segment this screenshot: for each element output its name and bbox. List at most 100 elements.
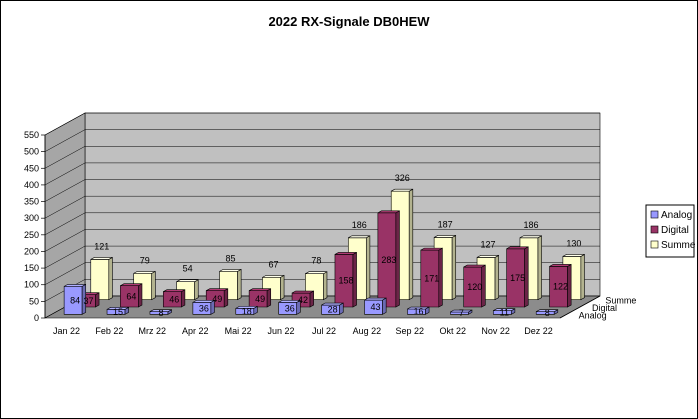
data-label-digital: 171 [424, 274, 439, 284]
x-tick-label: Mrz 22 [139, 326, 167, 336]
legend: Analog Digital Summe [645, 204, 696, 258]
bar-digital [248, 288, 272, 308]
data-label-analog: 7 [459, 308, 464, 318]
bar-digital [420, 247, 443, 308]
gridline [44, 195, 600, 219]
x-tick-label: Okt 22 [439, 326, 466, 336]
data-label-digital: 64 [126, 291, 136, 301]
data-label-summe: 187 [438, 219, 453, 229]
data-label-analog: 16 [413, 307, 423, 317]
data-label-digital: 37 [83, 296, 93, 306]
legend-swatch-summe [650, 240, 659, 249]
data-label-summe: 186 [352, 220, 367, 230]
bar-analog [149, 309, 172, 315]
data-label-digital: 120 [467, 282, 482, 292]
bar-analog [235, 305, 258, 315]
data-label-summe: 127 [481, 239, 496, 249]
legend-swatch-digital [650, 225, 659, 234]
gridline [44, 162, 600, 186]
y-tick-label: 150 [24, 263, 39, 273]
x-tick-label: Mai 22 [225, 326, 252, 336]
y-tick-label: 500 [24, 147, 39, 157]
data-label-summe: 85 [226, 253, 236, 263]
x-tick-label: Jul 22 [312, 326, 336, 336]
data-label-analog: 36 [285, 303, 295, 313]
data-label-summe: 121 [94, 241, 109, 251]
legend-label-digital: Digital [661, 225, 689, 236]
series-axis-label: Analog [579, 310, 607, 320]
bar-digital [162, 289, 186, 308]
data-label-analog: 36 [199, 303, 209, 313]
data-label-summe: 326 [395, 173, 410, 183]
y-tick-label: 100 [24, 280, 39, 290]
data-label-digital: 49 [212, 294, 222, 304]
data-label-digital: 175 [510, 273, 525, 283]
bar-summe [262, 274, 285, 301]
x-axis: Jan 22 Feb 22 Mrz 22 Apr 22 Mai 22 Jun 22 Jul … [53, 326, 553, 336]
bar-analog [278, 299, 301, 315]
bar-digital [463, 264, 486, 308]
chart-title: 2022 RX-Signale DB0HEW [268, 14, 430, 29]
data-label-digital: 42 [298, 295, 308, 305]
gridline [44, 146, 600, 169]
y-tick-label: 350 [24, 197, 39, 207]
bar-analog [492, 308, 516, 315]
data-label-summe: 130 [566, 238, 581, 248]
bar-summe [90, 256, 113, 301]
gridline [44, 212, 600, 236]
y-axis: 0 50 100 150 200 250 300 350 400 450 500 550 [24, 130, 46, 323]
bar-analog [407, 306, 430, 315]
data-label-digital: 49 [255, 294, 265, 304]
y-tick-label: 250 [24, 230, 39, 240]
y-tick-label: 0 [34, 313, 39, 323]
data-label-digital: 158 [338, 276, 353, 286]
y-tick-label: 550 [24, 130, 39, 140]
y-tick-label: 400 [24, 180, 39, 190]
y-tick-label: 300 [24, 213, 39, 223]
x-tick-label: Aug 22 [353, 326, 382, 336]
x-tick-label: Apr 22 [182, 326, 209, 336]
data-label-analog: 84 [70, 295, 80, 305]
x-tick-label: Jun 22 [268, 326, 295, 336]
y-tick-label: 450 [24, 163, 39, 173]
data-label-summe: 79 [140, 255, 150, 265]
bar-digital [549, 263, 572, 308]
x-tick-label: Sep 22 [396, 326, 425, 336]
data-label-summe: 78 [311, 256, 321, 266]
legend-label-summe: Summe [661, 240, 696, 251]
gridline [44, 112, 600, 136]
bar-analog [321, 302, 344, 315]
bar-analog [63, 283, 87, 315]
x-tick-label: Nov 22 [481, 326, 510, 336]
bar-digital [506, 246, 529, 308]
data-label-analog: 43 [371, 302, 381, 312]
x-tick-label: Feb 22 [95, 326, 123, 336]
gridline [44, 245, 600, 269]
bar-analog [364, 297, 387, 315]
bar-analog [192, 299, 215, 315]
series-axis-label: Digital [592, 303, 617, 313]
legend-swatch-analog [650, 210, 659, 219]
x-tick-label: Jan 22 [53, 326, 80, 336]
data-label-summe: 67 [268, 259, 278, 269]
y-tick-label: 200 [24, 246, 39, 256]
bar-analog [535, 309, 559, 315]
bar-digital [334, 251, 357, 308]
y-tick-label: 50 [29, 296, 39, 306]
bars [63, 188, 585, 315]
bar-analog [106, 306, 129, 315]
gridline [44, 229, 600, 252]
data-label-summe: 186 [523, 220, 538, 230]
gridline [44, 179, 600, 202]
data-label-digital: 46 [169, 294, 179, 304]
bar-analog [450, 309, 473, 315]
data-label-analog: 11 [500, 308, 509, 318]
x-tick-label: Dez 22 [524, 326, 553, 336]
legend-label-analog: Analog [661, 210, 692, 221]
data-label-analog: 15 [113, 307, 123, 317]
data-label-analog: 28 [328, 305, 338, 315]
data-label-digital: 283 [381, 255, 396, 265]
data-label-analog: 8 [158, 308, 163, 318]
